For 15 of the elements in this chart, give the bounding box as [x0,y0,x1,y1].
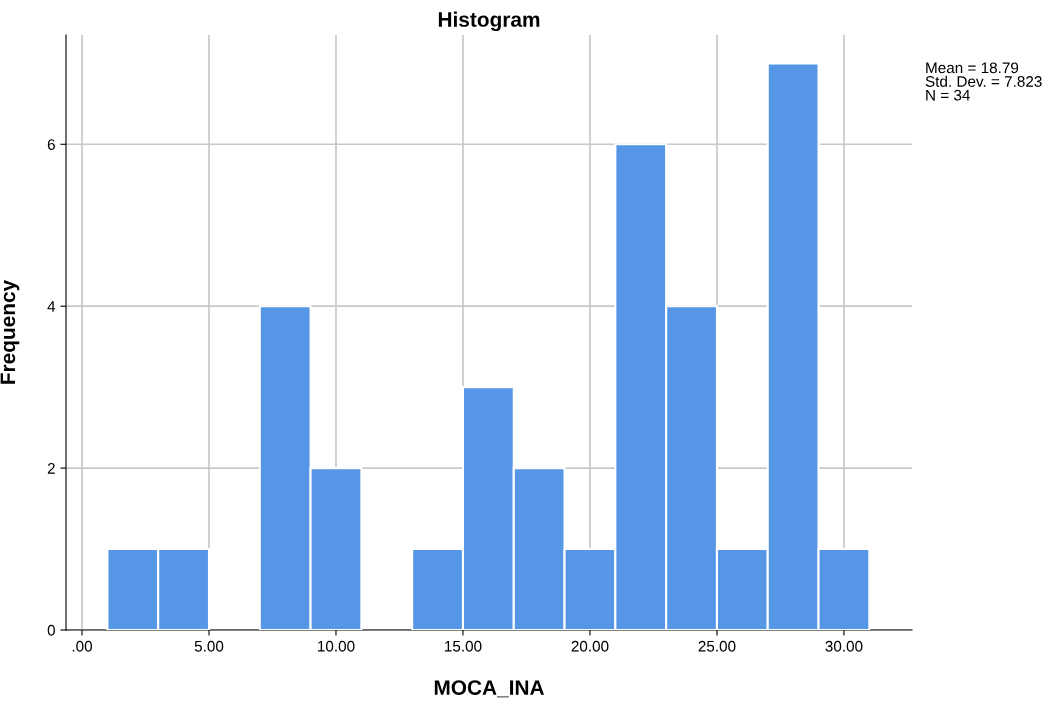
text: Mean = 18.79 Std. Dev. = 7.823 N = 34 [925,62,1042,101]
x-tick-label: 5.00 [194,640,224,652]
y-tick-label: 2 [47,462,55,474]
y-tick-label: 4 [47,301,56,312]
x-axis-title: MOCA_INA [434,680,545,698]
x-tick-label: 10.00 [318,640,355,652]
y-axis-title: Frequency [0,279,20,384]
x-tick-label: 15.00 [445,640,482,652]
y-tick-label: 6 [47,139,55,150]
x-tick-label: .00 [72,640,93,652]
chart-title: Histogram [438,11,540,32]
x-tick-label: 25.00 [698,640,736,652]
y-tick-label: 0 [47,624,55,636]
x-tick-label: 20.00 [571,640,609,652]
x-tick-label: 30.00 [825,640,863,652]
